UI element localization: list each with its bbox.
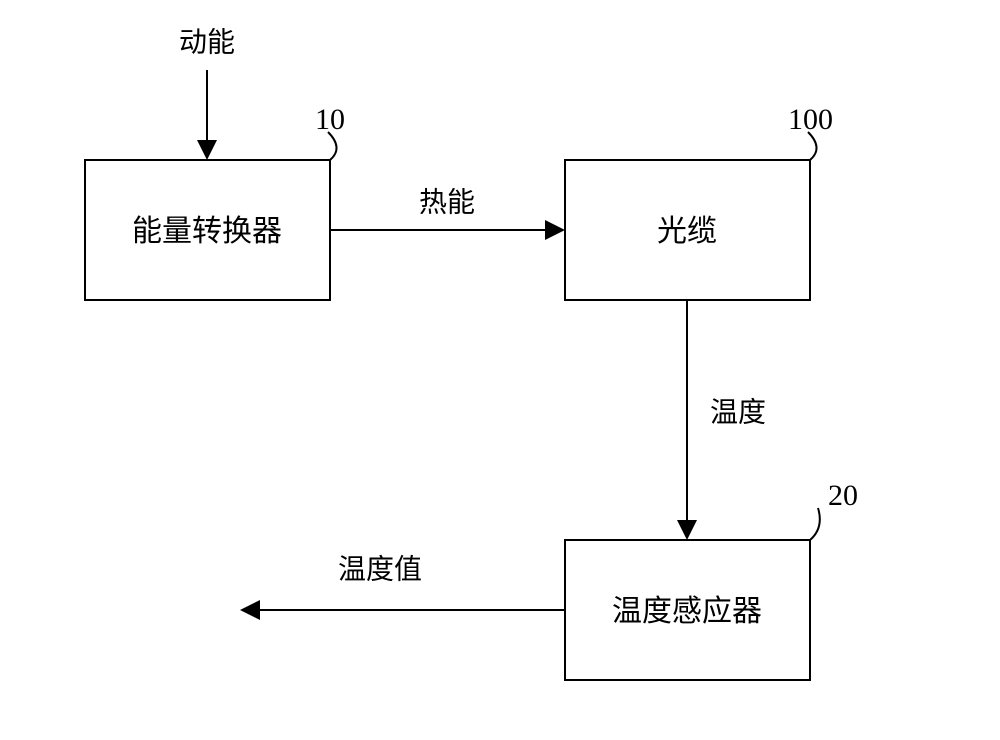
edge-cable-to-sensor: 温度 xyxy=(677,300,766,540)
node-sensor-hook xyxy=(810,508,820,540)
node-cable-ref: 100 xyxy=(788,103,833,136)
edge-converter-to-cable: 热能 xyxy=(330,186,565,240)
node-sensor: 温度感应器 20 xyxy=(565,479,858,680)
node-cable-hook xyxy=(808,132,817,160)
edge-output-label: 温度值 xyxy=(338,553,422,585)
edge-input: 动能 xyxy=(179,26,235,160)
node-converter-hook xyxy=(328,132,337,160)
edge2-head xyxy=(677,520,697,540)
edge1-label: 热能 xyxy=(419,186,475,218)
edge-output: 温度值 xyxy=(240,553,565,620)
node-cable: 光缆 100 xyxy=(565,103,833,300)
flowchart-diagram: 能量转换器 10 光缆 100 温度感应器 20 动能 热能 温度 xyxy=(0,0,1000,740)
node-converter: 能量转换器 10 xyxy=(85,103,345,300)
edge1-head xyxy=(545,220,565,240)
edge2-label: 温度 xyxy=(710,396,766,428)
node-converter-ref: 10 xyxy=(315,103,345,136)
node-sensor-label: 温度感应器 xyxy=(612,595,762,628)
edge-input-head xyxy=(197,140,217,160)
edge-input-label: 动能 xyxy=(179,26,235,58)
node-sensor-ref: 20 xyxy=(828,479,858,512)
node-converter-label: 能量转换器 xyxy=(132,215,282,248)
edge-output-head xyxy=(240,600,260,620)
node-cable-label: 光缆 xyxy=(657,215,717,248)
